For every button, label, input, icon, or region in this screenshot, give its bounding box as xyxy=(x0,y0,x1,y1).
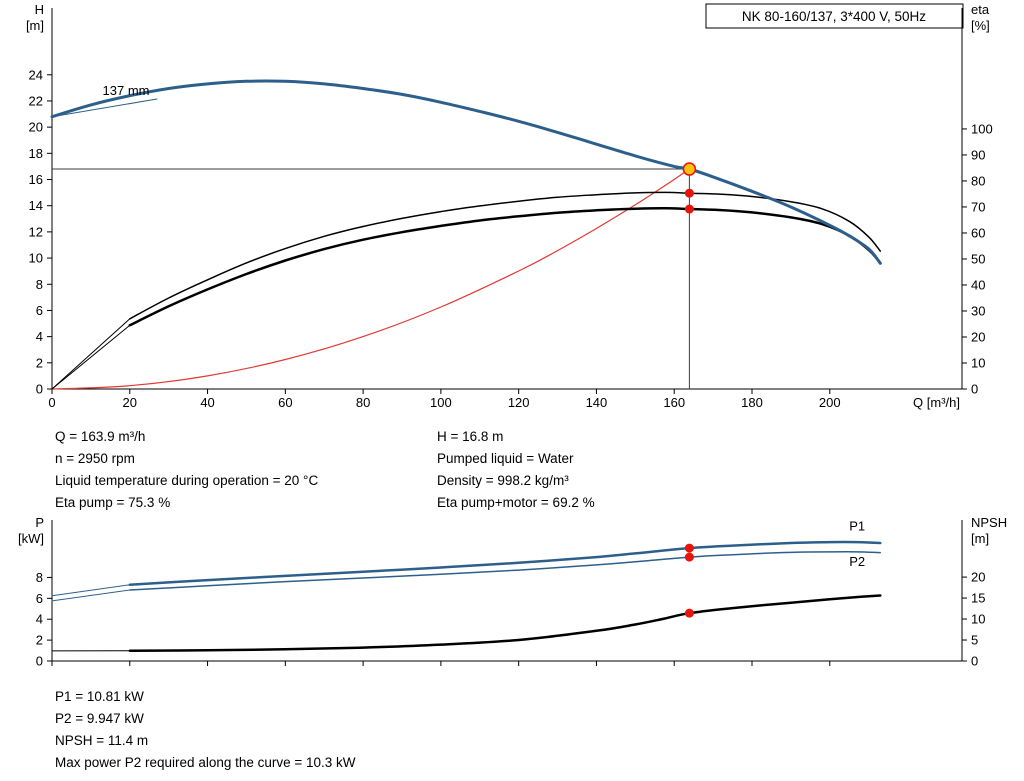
impeller-diameter-label: 137 mm xyxy=(103,83,150,98)
left-tick-label: 24 xyxy=(29,67,43,82)
left-tick-label: 20 xyxy=(29,120,43,135)
npsh-duty-marker xyxy=(684,608,694,618)
x-tick-label: 180 xyxy=(741,395,763,410)
duty-point-marker xyxy=(682,162,697,176)
left-tick-label: 6 xyxy=(36,303,43,318)
right-tick-label: 30 xyxy=(971,303,985,318)
eta-pump-curve xyxy=(129,191,882,320)
left-tick-label: 8 xyxy=(36,277,43,292)
left-tick-label: 16 xyxy=(29,172,43,187)
right-tick-label: 70 xyxy=(971,199,985,214)
info-line-max-power: Max power P2 required along the curve = … xyxy=(55,755,356,770)
power-data-block: P1 = 10.81 kW P2 = 9.947 kW NPSH = 11.4 … xyxy=(55,686,356,774)
right-tick-label: 10 xyxy=(971,355,985,370)
right-tick-label: 50 xyxy=(971,251,985,266)
right-axis-title: eta xyxy=(971,2,990,17)
right-tick-label: 100 xyxy=(971,121,993,136)
left-tick-label: 0 xyxy=(36,382,43,397)
x-tick-label: 100 xyxy=(430,395,452,410)
p1-duty-marker xyxy=(684,543,694,553)
left-axis-title: H xyxy=(35,2,44,17)
type-designation-box: NK 80-160/137, 3*400 V, 50Hz xyxy=(705,3,964,29)
left-axis-title: [m] xyxy=(26,18,44,33)
eta-motor-duty-marker xyxy=(684,204,694,214)
left-tick-label: 4 xyxy=(36,329,43,344)
left-axis-title: [kW] xyxy=(18,531,44,546)
hq-eta-chart: NK 80-160/137, 3*400 V, 50Hz 02468101214… xyxy=(26,2,993,410)
x-tick-label: 140 xyxy=(586,395,608,410)
right-tick-label: 80 xyxy=(971,173,985,188)
x-tick-label: 40 xyxy=(200,395,214,410)
right-tick-label: 10 xyxy=(971,612,985,627)
left-tick-label: 0 xyxy=(36,654,43,669)
x-tick-label: 80 xyxy=(356,395,370,410)
left-tick-label: 8 xyxy=(36,570,43,585)
x-tick-label: 60 xyxy=(278,395,292,410)
x-tick-label: 0 xyxy=(48,395,55,410)
info-line-p1: P1 = 10.81 kW xyxy=(55,689,144,704)
system-curve xyxy=(51,168,690,390)
left-tick-label: 22 xyxy=(29,93,43,108)
right-tick-label: 60 xyxy=(971,225,985,240)
hq-eta-chart-plot: 0246810121416182022240102030405060708090… xyxy=(26,2,993,410)
info-line-p2: P2 = 9.947 kW xyxy=(55,711,144,726)
npsh-curve xyxy=(128,594,882,652)
left-tick-label: 2 xyxy=(36,633,43,648)
right-tick-label: 40 xyxy=(971,277,985,292)
info-line-npsh: NPSH = 11.4 m xyxy=(55,733,149,748)
right-tick-label: 5 xyxy=(971,633,978,648)
left-tick-label: 6 xyxy=(36,591,43,606)
right-tick-label: 20 xyxy=(971,329,985,344)
info-line-speed: n = 2950 rpm xyxy=(55,451,135,466)
right-tick-label: 0 xyxy=(971,382,978,397)
p1-tail xyxy=(51,584,131,597)
x-axis-title: Q [m³/h] xyxy=(913,395,960,410)
right-axis-title: [m] xyxy=(971,531,989,546)
right-axis-title: NPSH xyxy=(971,515,1007,530)
left-tick-label: 4 xyxy=(36,612,43,627)
eta-pump-duty-marker xyxy=(684,188,694,198)
left-tick-label: 18 xyxy=(29,146,43,161)
pump-curve-137mm xyxy=(50,79,882,265)
p2-tail xyxy=(51,589,131,602)
info-line-eta-pump-motor: Eta pump+motor = 69.2 % xyxy=(437,495,595,510)
right-tick-label: 90 xyxy=(971,147,985,162)
info-line-eta-pump: Eta pump = 75.3 % xyxy=(55,495,171,510)
info-line-pumped-liquid: Pumped liquid = Water xyxy=(437,451,574,466)
left-axis-title: P xyxy=(35,515,44,530)
left-tick-label: 10 xyxy=(29,251,43,266)
eta-pump-motor-curve xyxy=(128,207,882,327)
left-tick-label: 2 xyxy=(36,355,43,370)
right-tick-label: 15 xyxy=(971,591,985,606)
eta-pump-motor-tail xyxy=(51,324,131,390)
x-tick-label: 120 xyxy=(508,395,530,410)
right-tick-label: 20 xyxy=(971,570,985,585)
info-line-head: H = 16.8 m xyxy=(437,429,504,444)
operating-data-column-right: H = 16.8 m Pumped liquid = Water Density… xyxy=(437,426,595,514)
eta-pump-tail xyxy=(51,318,131,390)
power-npsh-chart: 0 2 4 6 8 0 5 10 15 20 P[kW] NPSH[m] P1 P2 xyxy=(18,515,1007,669)
left-tick-label: 12 xyxy=(29,224,43,239)
type-designation-border xyxy=(705,3,964,29)
x-tick-label: 20 xyxy=(123,395,137,410)
info-line-liquid-temp: Liquid temperature during operation = 20… xyxy=(55,473,319,488)
p2-duty-marker xyxy=(684,552,694,562)
p2-curve xyxy=(129,551,882,591)
left-tick-label: 14 xyxy=(29,198,43,213)
p2-curve-label: P2 xyxy=(849,554,865,569)
type-designation-label: NK 80-160/137, 3*400 V, 50Hz xyxy=(742,9,926,24)
x-tick-label: 200 xyxy=(819,395,841,410)
right-tick-label: 0 xyxy=(971,654,978,669)
info-line-flow: Q = 163.9 m³/h xyxy=(55,429,146,444)
p1-curve xyxy=(128,540,882,587)
operating-data-column-left: Q = 163.9 m³/h n = 2950 rpm Liquid tempe… xyxy=(55,426,318,514)
right-axis-title: [%] xyxy=(971,18,990,33)
x-tick-label: 160 xyxy=(663,395,685,410)
p1-curve-label: P1 xyxy=(849,518,865,533)
pump-curve-leader xyxy=(51,98,158,118)
info-line-density: Density = 998.2 kg/m³ xyxy=(437,473,569,488)
power-npsh-chart-plot: 0 2 4 6 8 0 5 10 15 20 P[kW] NPSH[m] P1 P2 xyxy=(18,515,1007,669)
